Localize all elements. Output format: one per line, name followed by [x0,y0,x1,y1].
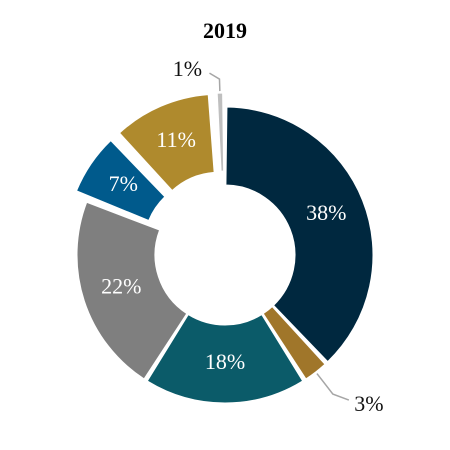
slice-label-0: 38% [306,200,346,225]
slice-6 [216,92,225,172]
slice-0 [225,106,374,363]
slice-label-3: 22% [101,274,141,299]
slice-label-5: 11% [156,127,196,152]
slice-4 [75,139,166,222]
slice-label-1: 3% [354,391,383,416]
leader-line-1 [316,373,350,401]
slice-label-4: 7% [109,171,138,196]
slice-label-6: 1% [173,56,202,81]
slice-2 [146,313,304,404]
slices-group [75,92,374,404]
leaders-group [209,72,350,401]
slice-5 [118,94,215,192]
slice-label-2: 18% [205,349,245,374]
labels-group: 38% 3% 18% 22% 7% 11% 1% [101,56,383,416]
slice-3 [76,201,188,380]
slice-1 [262,305,326,380]
chart-title: 2019 [203,18,247,43]
leader-line-6 [209,72,221,92]
